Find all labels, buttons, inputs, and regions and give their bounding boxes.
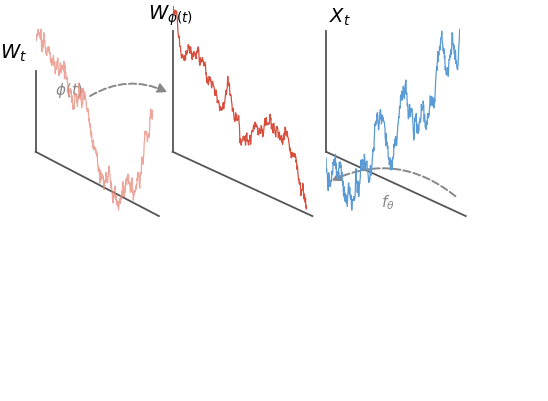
FancyArrowPatch shape — [90, 84, 165, 97]
Text: $W_t$: $W_t$ — [0, 43, 27, 64]
Text: $f_\theta$: $f_\theta$ — [381, 193, 395, 212]
Text: $X_t$: $X_t$ — [329, 7, 351, 28]
FancyArrowPatch shape — [333, 169, 455, 197]
Text: $\phi(t)$: $\phi(t)$ — [55, 81, 83, 100]
Text: $W_{\phi(t)}$: $W_{\phi(t)}$ — [148, 4, 193, 28]
